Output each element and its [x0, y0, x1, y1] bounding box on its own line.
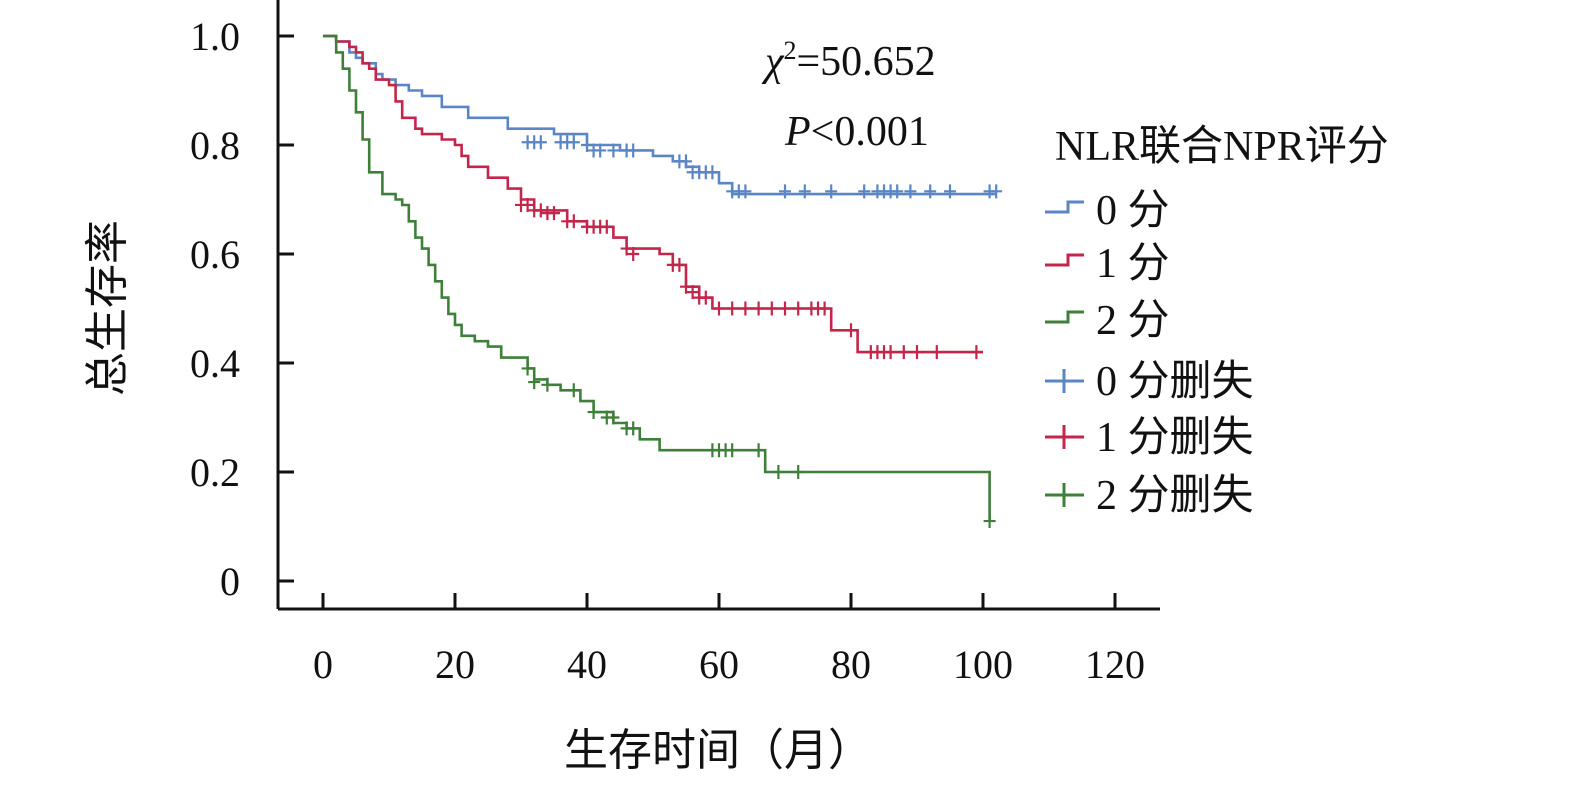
censor-mark	[581, 138, 593, 152]
censor-mark	[792, 301, 805, 316]
censor-mark	[686, 285, 699, 300]
censor-mark	[779, 301, 791, 316]
censor-mark	[726, 301, 739, 316]
censor-mark	[726, 443, 739, 458]
censor-mark	[548, 206, 560, 221]
censor-mark	[891, 184, 904, 199]
legend-label: 1 分	[1096, 241, 1170, 287]
y-tick-label: 0.2	[190, 450, 240, 495]
legend-step-symbol	[1045, 200, 1084, 214]
censor-mark	[779, 184, 791, 199]
y-tick-label: 0	[220, 559, 240, 604]
censor-mark	[680, 154, 692, 169]
censor-mark	[924, 184, 937, 199]
chi-value: =50.652	[796, 39, 935, 85]
censor-mark	[818, 301, 831, 316]
legend-label: 0 分	[1096, 188, 1170, 234]
p-symbol: P	[784, 109, 811, 155]
censor-mark	[944, 184, 956, 199]
censor-mark	[798, 184, 811, 199]
axes: 0 0.2 0.4 0.6 0.8 1.0 0 20 40 60 80 100 120	[190, 0, 1160, 687]
chi-square-annotation: χ2=50.652	[761, 36, 936, 85]
censor-mark	[620, 241, 633, 256]
censor-mark	[594, 143, 607, 158]
legend: 0 分 1 分 2 分 0 分删失 1 分删失 2 分删失	[1045, 188, 1254, 519]
y-axis-title: 总生存率	[82, 220, 133, 396]
censor-mark	[680, 279, 692, 294]
censor-mark	[607, 143, 620, 158]
censor-mark	[792, 465, 805, 479]
censor-mark	[983, 514, 996, 529]
censor-mark	[627, 421, 640, 436]
x-tick-label: 0	[313, 642, 333, 687]
censor-mark	[541, 377, 554, 392]
censor-mark	[930, 345, 943, 360]
censor-mark	[858, 184, 871, 199]
censor-mark	[600, 219, 613, 234]
censor-mark	[607, 410, 620, 425]
x-tick-label: 40	[567, 642, 607, 687]
legend-censor-symbol	[1045, 425, 1084, 449]
x-axis-title: 生存时间（月）	[564, 725, 872, 776]
censor-mark	[699, 290, 712, 305]
legend-title: NLR联合NPR评分	[1055, 124, 1389, 170]
censor-mark	[587, 405, 600, 420]
censor-mark	[904, 184, 917, 199]
x-tick-label: 60	[699, 642, 739, 687]
chi-superscript: 2	[783, 36, 796, 65]
x-tick-label: 20	[435, 642, 475, 687]
censor-mark	[567, 214, 580, 229]
censor-mark	[884, 345, 897, 360]
censor-mark	[752, 301, 765, 316]
legend-label: 2 分删失	[1096, 473, 1254, 519]
censor-mark	[713, 301, 725, 316]
p-value: <0.001	[811, 109, 929, 155]
censor-mark	[627, 143, 640, 158]
x-tick-label: 80	[831, 642, 871, 687]
censor-mark	[627, 247, 640, 261]
legend-censor-symbol	[1045, 483, 1084, 507]
legend-censor-symbol	[1045, 369, 1084, 393]
censor-mark	[739, 301, 752, 316]
chi-symbol: χ	[761, 39, 785, 85]
legend-label: 0 分删失	[1096, 359, 1254, 405]
x-tick-label: 100	[953, 642, 1013, 687]
censor-mark	[911, 345, 923, 360]
censor-mark	[772, 465, 785, 479]
y-tick-label: 0.4	[190, 341, 240, 386]
censor-mark	[528, 375, 541, 390]
censor-mark	[897, 345, 910, 360]
censor-mark	[845, 323, 857, 338]
legend-label: 2 分	[1096, 298, 1170, 344]
y-tick-label: 0.6	[190, 232, 240, 277]
censor-mark	[970, 345, 983, 360]
censor-mark	[673, 257, 686, 272]
censor-mark	[534, 135, 547, 150]
censor-mark	[752, 443, 765, 458]
censor-mark	[521, 361, 534, 376]
legend-step-symbol	[1045, 253, 1084, 267]
censor-mark	[706, 165, 719, 180]
p-value-annotation: P<0.001	[784, 109, 929, 155]
censor-mark	[567, 383, 580, 398]
x-tick-label: 120	[1085, 642, 1145, 687]
censor-mark	[990, 184, 1003, 199]
censor-mark	[521, 197, 534, 212]
censor-mark	[765, 301, 778, 316]
censor-mark	[534, 203, 547, 218]
legend-label: 1 分删失	[1096, 415, 1254, 461]
censor-mark	[739, 184, 752, 199]
censor-mark	[825, 184, 838, 199]
y-tick-label: 0.8	[190, 123, 240, 168]
legend-step-symbol	[1045, 310, 1084, 324]
y-tick-label: 1.0	[190, 14, 240, 59]
censor-mark	[567, 135, 580, 150]
plot-area	[323, 34, 1003, 529]
